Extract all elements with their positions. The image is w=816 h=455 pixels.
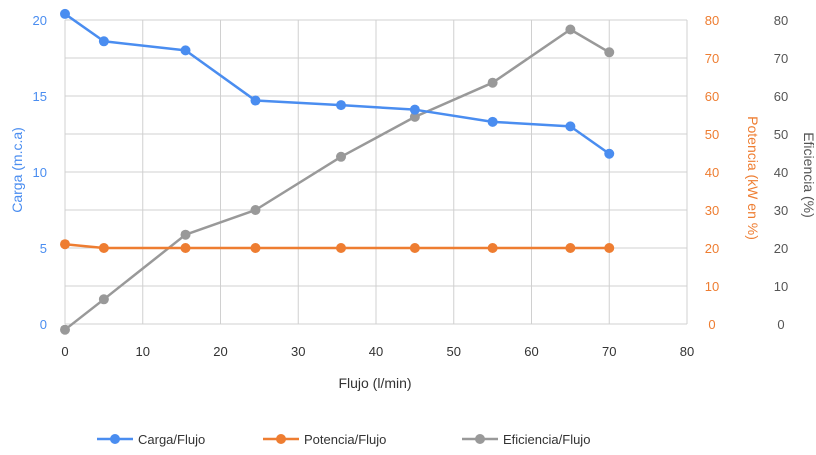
series-line-eficiencia (64, 28, 610, 331)
y-left-tick-label: 10 (33, 165, 47, 180)
data-point-potencia (565, 243, 576, 253)
y-right-potencia-tick-label: 0 (708, 317, 715, 332)
y-right-potencia-tick-label: 50 (705, 127, 719, 142)
data-point-carga (487, 116, 498, 127)
legend-marker-carga (110, 434, 120, 444)
x-tick-label: 0 (61, 344, 68, 359)
legend-marker-potencia (276, 434, 286, 444)
y-right-eficiencia-tick-label: 60 (774, 89, 788, 104)
y-left-tick-label: 20 (33, 13, 47, 28)
x-tick-label: 50 (447, 344, 461, 359)
y-right-potencia-tick-label: 10 (705, 279, 719, 294)
legend-marker-eficiencia (475, 434, 485, 444)
y-right-potencia-tick-label: 30 (705, 203, 719, 218)
y-right-potencia-tick-label: 20 (705, 241, 719, 256)
data-point-eficiencia (487, 77, 498, 88)
data-point-potencia (336, 243, 347, 253)
data-point-eficiencia (98, 294, 109, 305)
legend-label-eficiencia: Eficiencia/Flujo (503, 432, 590, 447)
y-axis-right-potencia-label: Potencia (kW en %) (745, 116, 761, 240)
data-point-carga (409, 104, 420, 115)
y-right-eficiencia-tick-label: 0 (777, 317, 784, 332)
y-left-tick-label: 15 (33, 89, 47, 104)
y-right-potencia-tick-label: 70 (705, 51, 719, 66)
y-right-eficiencia-tick-label: 40 (774, 165, 788, 180)
y-right-eficiencia-tick-label: 20 (774, 241, 788, 256)
y-left-tick-label: 0 (40, 317, 47, 332)
y-right-eficiencia-tick-label: 80 (774, 13, 788, 28)
y-left-tick-label: 5 (40, 241, 47, 256)
legend-label-potencia: Potencia/Flujo (304, 432, 386, 447)
grid (64, 19, 688, 325)
y-right-potencia-tick-label: 80 (705, 13, 719, 28)
data-point-carga (98, 36, 109, 47)
x-axis-label: Flujo (l/min) (338, 375, 411, 391)
y-right-eficiencia-tick-label: 30 (774, 203, 788, 218)
ticks-layer: 0 10 20 30 40 50 60 70 80 0 5 10 15 20 0 10 20 30 40 50 60 70… (33, 13, 789, 359)
data-point-eficiencia (250, 205, 261, 215)
x-tick-label: 30 (291, 344, 305, 359)
y-axis-left-label: Carga (m.c.a) (9, 127, 25, 213)
x-tick-label: 80 (680, 344, 694, 359)
legend-label-carga: Carga/Flujo (138, 432, 205, 447)
data-point-potencia (409, 243, 420, 253)
x-tick-label: 10 (136, 344, 150, 359)
data-point-eficiencia (336, 151, 347, 162)
data-point-eficiencia (565, 24, 576, 35)
data-point-eficiencia (60, 324, 70, 335)
legend: Carga/Flujo Potencia/Flujo Eficiencia/Fluj… (97, 432, 590, 447)
y-right-potencia-tick-label: 40 (705, 165, 719, 180)
data-point-eficiencia (604, 47, 615, 58)
data-point-eficiencia (409, 111, 420, 122)
y-axis-right-eficiencia-label: Eficiencia (%) (801, 132, 816, 218)
x-tick-label: 60 (524, 344, 538, 359)
x-tick-label: 20 (213, 344, 227, 359)
data-point-potencia (250, 243, 261, 253)
data-point-carga (60, 8, 70, 19)
data-point-potencia (98, 243, 109, 253)
data-point-carga (565, 121, 576, 132)
data-point-potencia (180, 243, 191, 253)
data-point-carga (336, 100, 347, 111)
data-point-carga (180, 45, 191, 56)
y-right-eficiencia-tick-label: 50 (774, 127, 788, 142)
series-layer (60, 8, 615, 335)
y-right-potencia-tick-label: 60 (705, 89, 719, 104)
data-point-carga (250, 95, 261, 106)
data-point-potencia (60, 239, 70, 250)
data-point-eficiencia (180, 229, 191, 240)
y-right-eficiencia-tick-label: 70 (774, 51, 788, 66)
x-tick-label: 70 (602, 344, 616, 359)
series-line-carga (64, 12, 610, 155)
data-point-potencia (604, 243, 615, 253)
y-right-eficiencia-tick-label: 10 (774, 279, 788, 294)
data-point-carga (604, 148, 615, 159)
x-tick-label: 40 (369, 344, 383, 359)
data-point-potencia (487, 243, 498, 253)
